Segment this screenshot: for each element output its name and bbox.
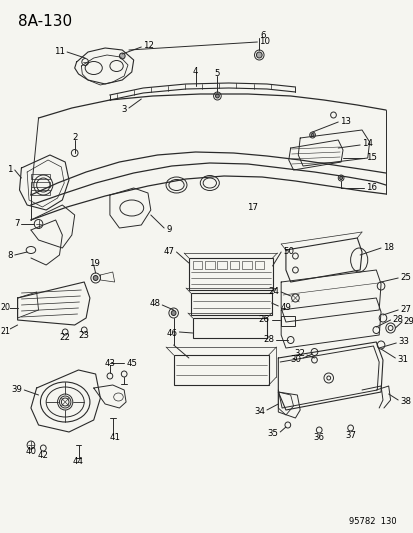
Text: 35: 35 <box>267 430 278 439</box>
Text: 1: 1 <box>7 165 13 174</box>
Text: 2: 2 <box>72 133 77 142</box>
Bar <box>31 174 50 179</box>
Text: 26: 26 <box>258 316 269 325</box>
Text: 23: 23 <box>78 332 90 341</box>
Text: 25: 25 <box>399 272 410 281</box>
Text: 9: 9 <box>166 225 171 235</box>
Text: 20: 20 <box>0 303 10 312</box>
Text: 38: 38 <box>399 397 410 406</box>
Text: 39: 39 <box>12 384 22 393</box>
Text: 12: 12 <box>143 42 154 51</box>
Text: 30: 30 <box>290 356 300 365</box>
Circle shape <box>311 133 313 136</box>
Text: 11: 11 <box>54 46 65 55</box>
Bar <box>242 261 251 269</box>
Text: 21: 21 <box>0 327 10 335</box>
Text: 19: 19 <box>89 259 100 268</box>
Text: 4: 4 <box>192 67 198 76</box>
Text: 17: 17 <box>247 204 257 213</box>
Text: 16: 16 <box>365 183 376 192</box>
Bar <box>204 261 214 269</box>
Circle shape <box>215 94 219 98</box>
Text: 36: 36 <box>313 432 324 441</box>
Text: 49: 49 <box>280 303 290 311</box>
Bar <box>280 316 295 326</box>
Text: 7: 7 <box>14 220 19 229</box>
Bar <box>173 355 268 385</box>
Text: 37: 37 <box>344 431 355 440</box>
Text: 41: 41 <box>109 432 120 441</box>
Text: 27: 27 <box>399 304 410 313</box>
Text: 45: 45 <box>126 359 137 367</box>
Text: 42: 42 <box>38 450 49 459</box>
Bar <box>31 182 50 187</box>
Text: 13: 13 <box>339 117 350 125</box>
Text: 34: 34 <box>253 408 264 416</box>
Bar <box>254 261 263 269</box>
Bar <box>229 261 239 269</box>
Text: 50: 50 <box>282 246 293 255</box>
Text: 40: 40 <box>25 448 36 456</box>
Text: 8A-130: 8A-130 <box>18 14 71 29</box>
Bar <box>192 261 202 269</box>
Text: 47: 47 <box>163 246 174 255</box>
Bar <box>192 318 266 338</box>
Circle shape <box>119 53 125 59</box>
Bar <box>31 190 50 195</box>
Circle shape <box>171 311 176 316</box>
Text: 46: 46 <box>166 328 177 337</box>
Text: 28: 28 <box>263 335 274 344</box>
Text: 33: 33 <box>397 337 408 346</box>
Bar <box>217 261 226 269</box>
Text: 29: 29 <box>402 317 413 326</box>
Text: 10: 10 <box>259 37 270 46</box>
Text: 8: 8 <box>7 252 13 261</box>
Text: 5: 5 <box>214 69 220 78</box>
Text: 14: 14 <box>361 140 372 149</box>
Text: 18: 18 <box>382 243 393 252</box>
Bar <box>190 293 271 315</box>
Bar <box>188 258 272 290</box>
Circle shape <box>256 52 261 58</box>
Text: 22: 22 <box>59 334 71 343</box>
Text: 15: 15 <box>365 152 376 161</box>
Text: 3: 3 <box>121 106 127 115</box>
Text: 48: 48 <box>149 300 160 309</box>
Text: 44: 44 <box>73 457 84 466</box>
Text: 6: 6 <box>260 31 265 41</box>
Text: 43: 43 <box>104 359 115 367</box>
Circle shape <box>339 176 342 180</box>
Text: 32: 32 <box>293 350 304 359</box>
Text: 24: 24 <box>268 287 279 295</box>
Text: 95782  130: 95782 130 <box>348 517 395 526</box>
Text: 28: 28 <box>392 314 403 324</box>
Text: 31: 31 <box>396 356 407 365</box>
Circle shape <box>93 276 98 280</box>
